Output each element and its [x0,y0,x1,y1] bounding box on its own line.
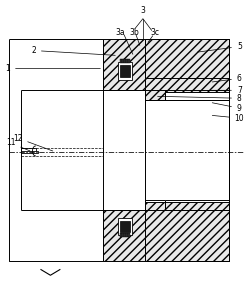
Bar [120,233,122,237]
Bar [145,39,230,90]
Text: 1: 1 [5,64,100,73]
Text: 12: 12 [13,133,53,151]
Bar [120,65,130,77]
Text: 9: 9 [212,103,242,113]
Bar [124,233,126,237]
Bar [103,39,145,90]
Text: 3a: 3a [115,28,125,37]
Text: 5: 5 [197,42,242,52]
Bar [122,233,124,237]
Bar [122,59,124,63]
Bar [20,148,36,152]
Text: 6: 6 [212,74,242,83]
Bar [126,233,128,237]
Bar [145,90,165,102]
Bar [126,59,128,63]
Text: 3b: 3b [129,28,139,37]
Text: 2: 2 [31,46,115,55]
Bar [118,62,132,80]
Bar [145,100,230,202]
Text: 3c: 3c [150,28,159,37]
Bar [128,233,130,237]
Text: 7: 7 [212,86,242,95]
Bar [120,221,130,233]
Bar [124,59,126,63]
Bar [118,218,132,235]
Bar [20,151,38,153]
Bar [120,59,122,63]
Bar [103,210,145,261]
Bar [103,90,145,210]
Text: 3: 3 [140,6,145,15]
Bar [145,210,230,261]
Text: 11: 11 [6,139,30,151]
Bar [128,59,130,63]
Bar [145,196,165,210]
Bar [145,196,230,210]
Bar [145,78,230,92]
Text: 10: 10 [212,114,244,123]
Text: 8: 8 [158,94,242,103]
